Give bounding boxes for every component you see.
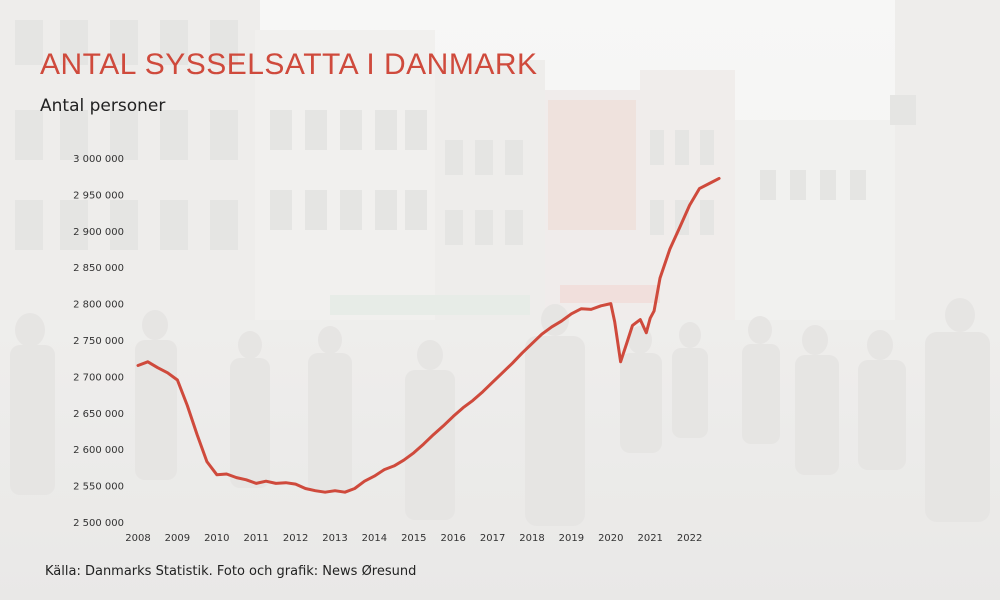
y-tick-label: 2 800 000 <box>73 300 124 311</box>
x-tick-label: 2014 <box>362 533 387 544</box>
y-tick-label: 2 750 000 <box>73 336 124 347</box>
series-line <box>136 176 721 494</box>
x-tick-label: 2022 <box>677 533 702 544</box>
x-tick-label: 2015 <box>401 533 426 544</box>
x-tick-label: 2010 <box>204 533 229 544</box>
chart-subtitle: Antal personer <box>40 96 166 116</box>
y-tick-label: 2 900 000 <box>73 227 124 238</box>
x-tick-label: 2008 <box>125 533 150 544</box>
y-tick-label: 2 700 000 <box>73 372 124 383</box>
x-tick-label: 2017 <box>480 533 505 544</box>
source-credit: Källa: Danmarks Statistik. Foto och graf… <box>45 564 417 579</box>
x-tick-label: 2011 <box>243 533 268 544</box>
x-tick-label: 2019 <box>559 533 584 544</box>
x-tick-label: 2009 <box>165 533 190 544</box>
x-tick-label: 2020 <box>598 533 623 544</box>
y-tick-label: 2 850 000 <box>73 263 124 274</box>
y-tick-label: 2 950 000 <box>73 190 124 201</box>
x-tick-label: 2013 <box>322 533 347 544</box>
y-tick-label: 2 550 000 <box>73 482 124 493</box>
x-tick-label: 2016 <box>440 533 465 544</box>
y-tick-label: 3 000 000 <box>73 154 124 165</box>
x-tick-label: 2018 <box>519 533 544 544</box>
y-tick-label: 2 600 000 <box>73 445 124 456</box>
chart-title: ANTAL SYSSELSATTA I DANMARK <box>40 48 538 81</box>
x-tick-label: 2021 <box>637 533 662 544</box>
y-tick-label: 2 500 000 <box>73 518 124 529</box>
x-tick-label: 2012 <box>283 533 308 544</box>
y-tick-label: 2 650 000 <box>73 409 124 420</box>
